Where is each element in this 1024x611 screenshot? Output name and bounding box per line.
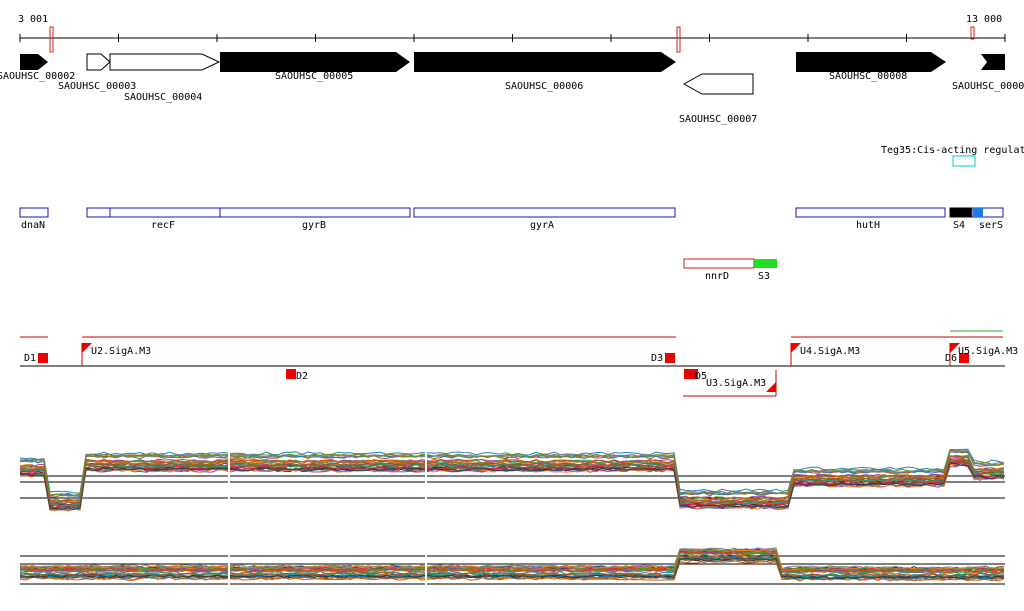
expression-profile-line [19,551,1005,574]
expression-profile-line [19,449,1005,497]
expression-profile-line [19,458,1005,505]
transcription-track: D1 D2 D3 D5 D6 U2.SigA.M3 U3.SigA.M3 U4.… [20,330,1018,397]
gene-track: SAOUHSC_00002 SAOUHSC_00003 SAOUHSC_0000… [0,52,1024,125]
gene-arrow-SAOUHSC_00006[interactable] [414,52,676,72]
operon-label-gyrB: gyrB [302,220,326,231]
feature-box-nnrD[interactable] [683,258,755,269]
expression-profile-line [19,450,1005,497]
operon-track: dnaN recF gyrB gyrA hutH S4 serS [19,207,1004,231]
expression-profile-line [19,458,1005,507]
promoter-flag-U2[interactable] [82,343,92,353]
gene-label-SAOUHSC_00006: SAOUHSC_00006 [505,81,583,92]
expression-track-plus [19,416,1005,513]
ruler-end-label: 13 000 [966,14,1002,25]
position-ruler: 3 001 13 000 [18,14,1006,53]
ruler-marker [970,26,975,40]
gene-arrow-SAOUHSC_00005[interactable] [220,52,410,72]
gene-arrow-SAOUHSC_00004[interactable] [109,53,221,71]
terminator-D3[interactable] [665,353,675,363]
expression-profile-line [19,450,1005,498]
promoter-label-U5: U5.SigA.M3 [958,346,1018,357]
expression-profile-line [19,451,1005,498]
expression-profile-line [19,554,1004,577]
terminator-D6[interactable] [959,353,969,363]
operon-label-dnaN: dnaN [21,220,45,231]
ruler-start-label: 3 001 [18,14,48,25]
terminator-label-D6: D6 [945,353,957,364]
ruler-marker [49,26,54,53]
expression-profile-line [19,462,1005,511]
promoter-label-U2: U2.SigA.M3 [91,346,151,357]
terminator-D1[interactable] [38,353,48,363]
feature-box-S3[interactable] [754,259,777,268]
cis-element-track: Teg35:Cis-acting regulat [881,145,1024,167]
expression-track-minus [19,496,1005,599]
terminator-label-D5: D5 [695,371,707,382]
promoter-flag-U3[interactable] [766,382,776,392]
gene-label-SAOUHSC_00009: SAOUHSC_0000 [952,81,1024,92]
expression-profile-line [19,557,1005,580]
minus-feature-track: nnrD S3 [683,258,777,282]
operon-box-hutH[interactable] [795,207,946,218]
promoter-flag-U4[interactable] [791,343,801,353]
serS-highlight [973,208,983,217]
terminator-label-D2: D2 [296,371,308,382]
operon-box-serS[interactable] [971,207,1004,218]
gene-label-SAOUHSC_00002: SAOUHSC_00002 [0,71,75,82]
gene-label-SAOUHSC_00004: SAOUHSC_00004 [124,92,202,103]
gene-arrow-SAOUHSC_00008[interactable] [796,52,946,72]
ruler-marker [676,26,681,53]
promoter-label-U3: U3.SigA.M3 [706,378,766,389]
gene-label-SAOUHSC_00003: SAOUHSC_00003 [58,81,136,92]
operon-box-gyrB[interactable] [219,207,411,218]
gene-label-SAOUHSC_00007: SAOUHSC_00007 [679,114,757,125]
gene-arrow-SAOUHSC_00007[interactable] [682,73,754,95]
feature-label-nnrD: nnrD [705,271,729,282]
terminator-D5[interactable] [684,369,698,379]
operon-label-S4: S4 [953,220,965,231]
cis-element-box[interactable] [952,155,976,167]
gene-arrow-SAOUHSC_00009[interactable] [981,54,1005,70]
feature-label-S3: S3 [758,271,770,282]
terminator-label-D1: D1 [24,353,36,364]
operon-label-recF: recF [151,220,175,231]
operon-label-gyrA: gyrA [530,220,554,231]
expression-profile-line [19,454,1005,503]
operon-box-recF[interactable] [109,207,221,218]
expression-profile-line [19,549,1005,572]
cis-element-label: Teg35:Cis-acting regulat [881,145,1024,156]
gene-label-SAOUHSC_00005: SAOUHSC_00005 [275,71,353,82]
operon-box-recF-a[interactable] [86,207,111,218]
gene-label-SAOUHSC_00008: SAOUHSC_00008 [829,71,907,82]
promoter-label-U4: U4.SigA.M3 [800,346,860,357]
operon-label-serS: serS [979,220,1003,231]
gene-arrow-SAOUHSC_00002[interactable] [20,54,48,70]
operon-box-gyrA[interactable] [413,207,676,218]
gene-arrow-SAOUHSC_00003[interactable] [86,53,111,71]
expression-profile-line [19,547,1005,570]
promoter-flag-U5[interactable] [950,343,960,353]
operon-label-hutH: hutH [856,220,880,231]
operon-box-S4[interactable] [949,207,973,218]
terminator-label-D3: D3 [651,353,663,364]
operon-box-dnaN[interactable] [19,207,49,218]
terminator-D2[interactable] [286,369,296,379]
